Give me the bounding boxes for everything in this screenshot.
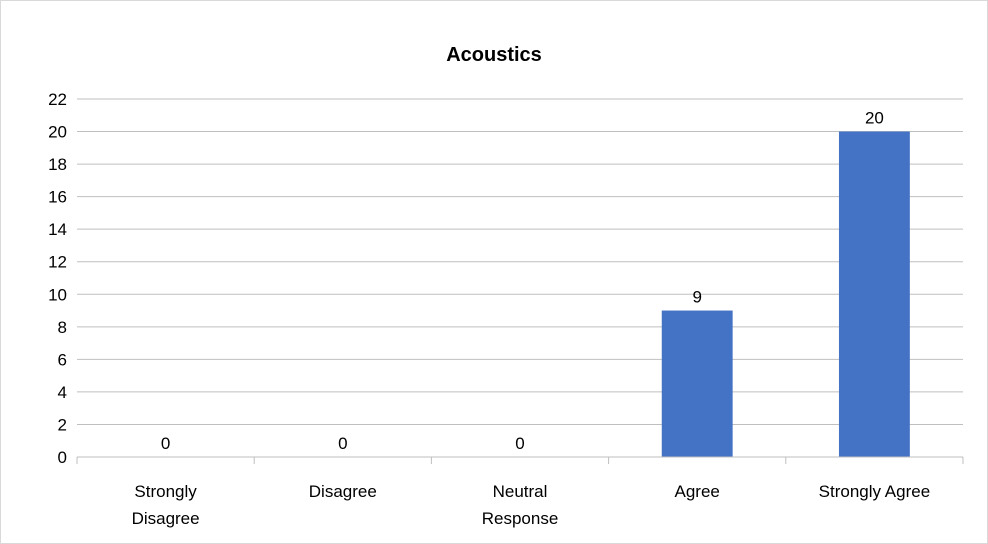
y-tick-label: 6 <box>58 350 67 369</box>
category-label: Neutral <box>493 482 548 501</box>
x-axis-category-labels: Strongly Disagree Disagree Neutral Response A… <box>132 482 931 528</box>
category-label: Agree <box>675 482 720 501</box>
data-labels: 0 0 0 9 20 <box>161 109 884 453</box>
y-tick-label: 22 <box>48 90 67 109</box>
category-label: Response <box>482 509 559 528</box>
category-label: Strongly Agree <box>819 482 931 501</box>
y-tick-label: 0 <box>58 448 67 467</box>
y-tick-label: 10 <box>48 285 67 304</box>
data-label: 0 <box>338 434 347 453</box>
category-label: Strongly <box>134 482 197 501</box>
bars <box>661 131 910 457</box>
gridlines <box>77 98 963 425</box>
category-label: Disagree <box>132 509 200 528</box>
category-label: Disagree <box>309 482 377 501</box>
data-label: 9 <box>692 288 701 307</box>
bar <box>838 131 910 457</box>
data-label: 0 <box>515 434 524 453</box>
y-tick-label: 8 <box>58 318 67 337</box>
bar <box>661 310 733 457</box>
y-tick-label: 2 <box>58 415 67 434</box>
data-label: 0 <box>161 434 170 453</box>
y-tick-label: 12 <box>48 253 67 272</box>
y-tick-label: 18 <box>48 155 67 174</box>
data-label: 20 <box>865 109 884 128</box>
chart-title: Acoustics <box>446 44 542 66</box>
y-tick-label: 20 <box>48 123 67 142</box>
y-tick-label: 14 <box>48 220 67 239</box>
x-axis <box>76 456 964 464</box>
y-tick-label: 16 <box>48 188 67 207</box>
y-tick-label: 4 <box>58 383 67 402</box>
y-axis-tick-labels: 0 2 4 6 8 10 12 14 16 18 20 22 <box>48 90 67 467</box>
